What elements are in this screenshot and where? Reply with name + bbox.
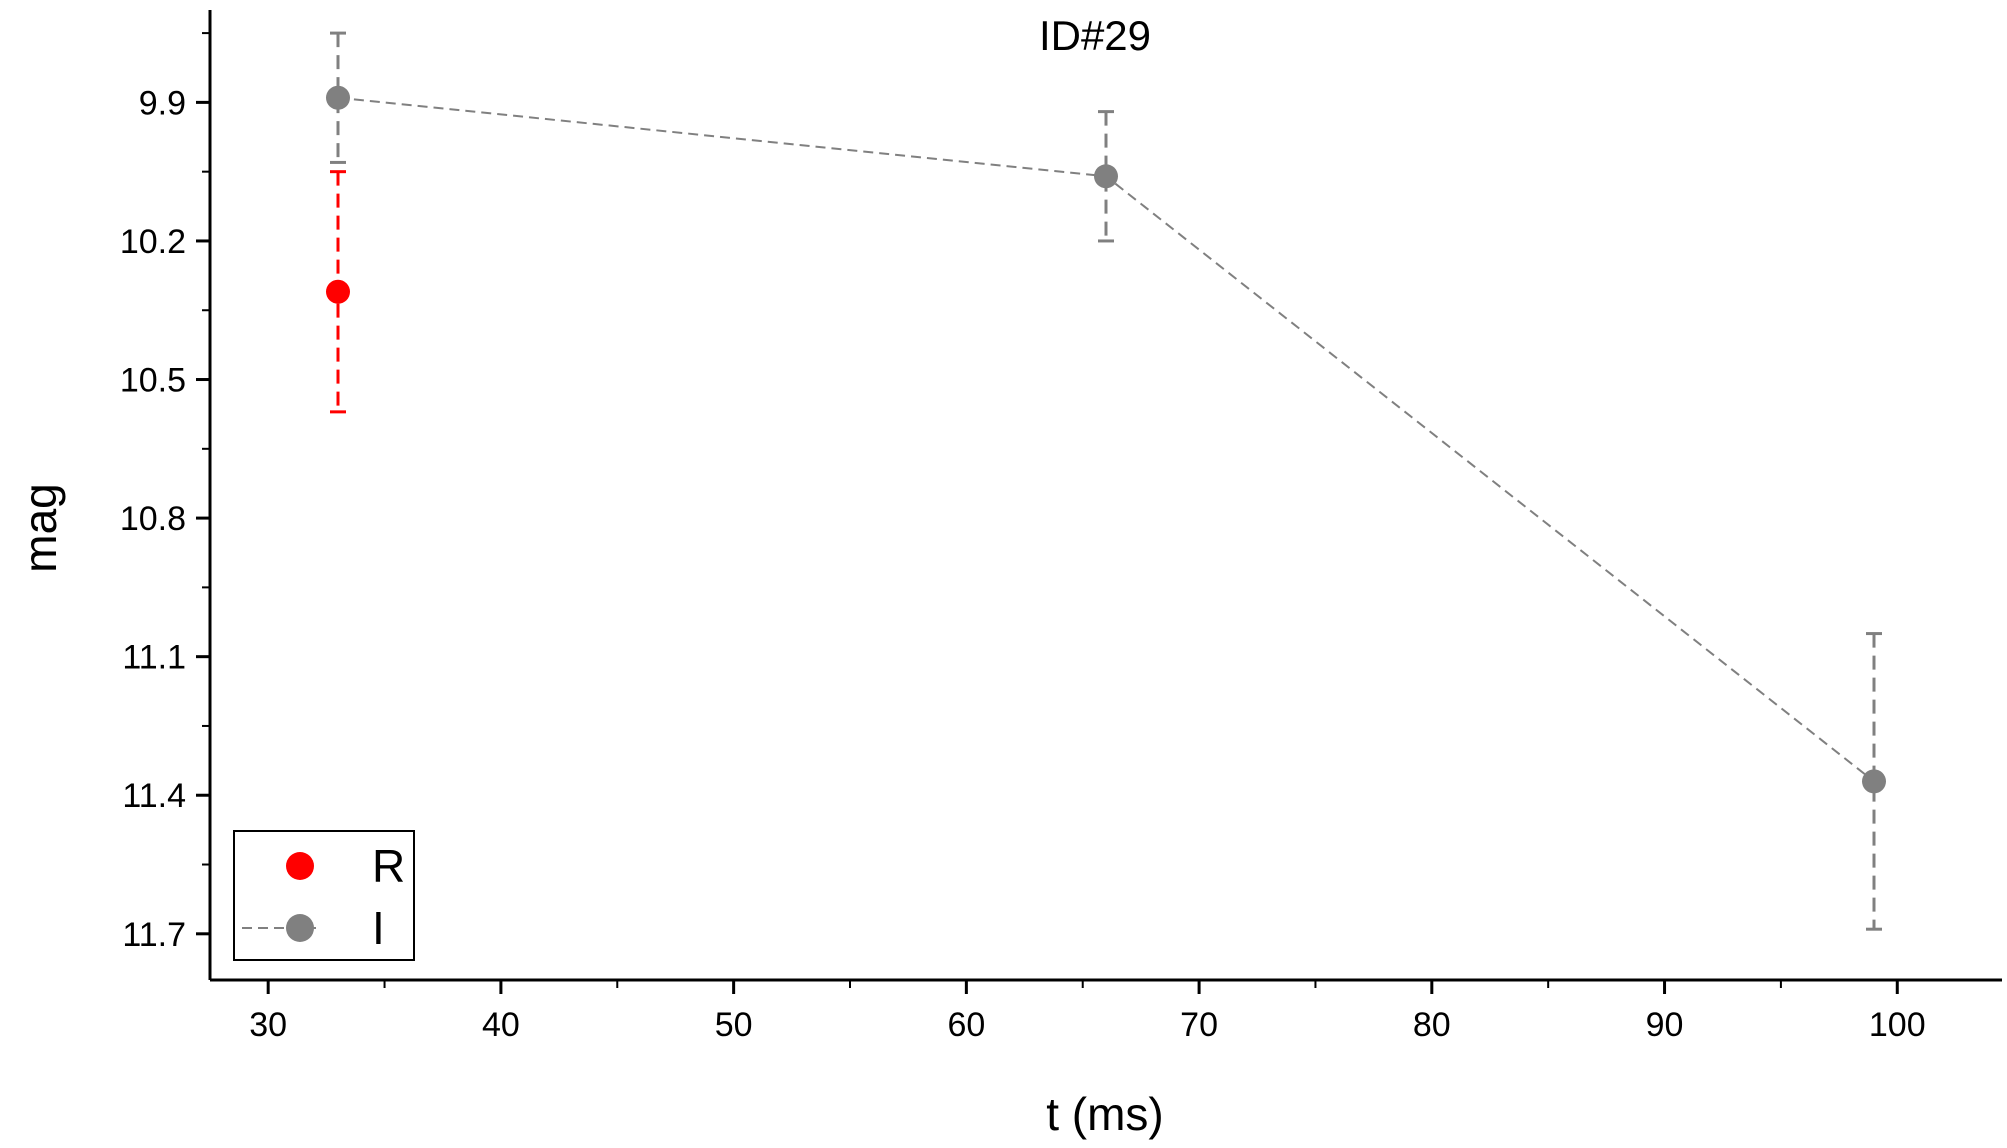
y-tick-label: 9.9 <box>139 84 186 122</box>
x-tick-label: 100 <box>1869 1006 1926 1044</box>
x-tick-label: 40 <box>482 1006 520 1044</box>
data-point <box>326 85 350 110</box>
y-tick-label: 10.5 <box>120 362 186 400</box>
y-tick-label: 10.2 <box>120 223 186 261</box>
y-tick-label: 11.4 <box>122 777 186 815</box>
legend-label: I <box>372 902 385 954</box>
legend-label: R <box>372 840 405 892</box>
x-axis-ticks: 30 40 50 60 70 80 90 100 <box>249 980 1926 1044</box>
data-point <box>1094 164 1118 189</box>
x-tick-label: 70 <box>1180 1006 1218 1044</box>
x-tick-label: 60 <box>947 1006 985 1044</box>
series-i <box>326 31 1886 931</box>
data-point <box>326 279 350 304</box>
x-axis-title: t (ms) <box>1046 1088 1164 1140</box>
y-tick-label: 10.8 <box>120 500 186 538</box>
legend-item-r: R <box>286 840 405 892</box>
legend-marker <box>286 914 314 942</box>
x-tick-label: 30 <box>249 1006 287 1044</box>
data-point <box>1862 769 1886 794</box>
y-axis-ticks: 9.9 10.2 10.5 10.8 11.1 11.4 11.7 <box>120 32 210 954</box>
x-tick-label: 80 <box>1413 1006 1451 1044</box>
y-tick-label: 11.1 <box>122 639 186 677</box>
series-r <box>326 170 350 414</box>
legend-box <box>233 830 415 961</box>
legend: RI <box>233 830 415 961</box>
legend-marker <box>286 852 314 880</box>
legend-item-i: I <box>242 902 385 954</box>
chart-title: ID#29 <box>1039 12 1151 59</box>
x-tick-label: 90 <box>1646 1006 1684 1044</box>
plot-area <box>326 31 1886 931</box>
y-tick-label: 11.7 <box>122 916 186 954</box>
y-axis-title: mag <box>14 483 66 572</box>
x-tick-label: 50 <box>715 1006 753 1044</box>
